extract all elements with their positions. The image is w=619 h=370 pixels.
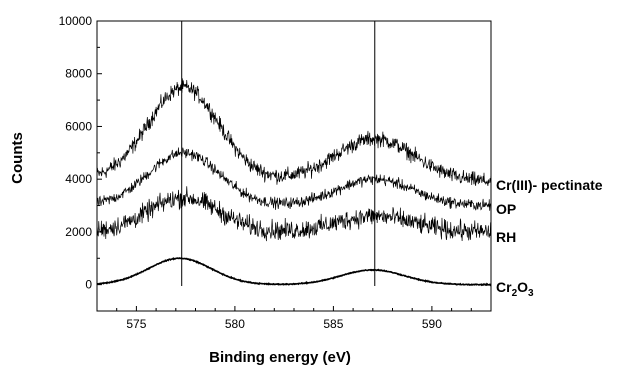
y-axis-title: Counts — [9, 132, 26, 184]
series-label-op: OP — [496, 201, 516, 217]
series-line-0 — [96, 78, 492, 186]
y-tick-label: 2000 — [65, 225, 92, 239]
plot-area — [96, 20, 492, 312]
y-tick-label: 8000 — [65, 67, 92, 81]
series-label-cr-pectinate: Cr(III)- pectinate — [496, 177, 603, 193]
x-tick-label: 580 — [225, 317, 245, 331]
x-tick-label: 590 — [422, 317, 442, 331]
series-label-cr2o3: Cr2O3 — [496, 279, 534, 299]
y-tick-label: 10000 — [59, 14, 93, 28]
x-tick-label: 575 — [126, 317, 146, 331]
x-tick-label: 585 — [323, 317, 343, 331]
y-tick-label: 6000 — [65, 119, 92, 133]
y-tick-label: 0 — [85, 278, 92, 292]
series-label-rh: RH — [496, 229, 516, 245]
x-axis: 575 580 585 590 — [96, 306, 492, 331]
x-axis-title: Binding energy (eV) — [209, 349, 351, 366]
y-axis: 0 2000 4000 6000 8000 10000 — [59, 14, 102, 312]
y-tick-label: 4000 — [65, 172, 92, 186]
series-line-3 — [97, 256, 492, 287]
series-line-1 — [96, 147, 492, 211]
series-line-2 — [96, 186, 492, 242]
